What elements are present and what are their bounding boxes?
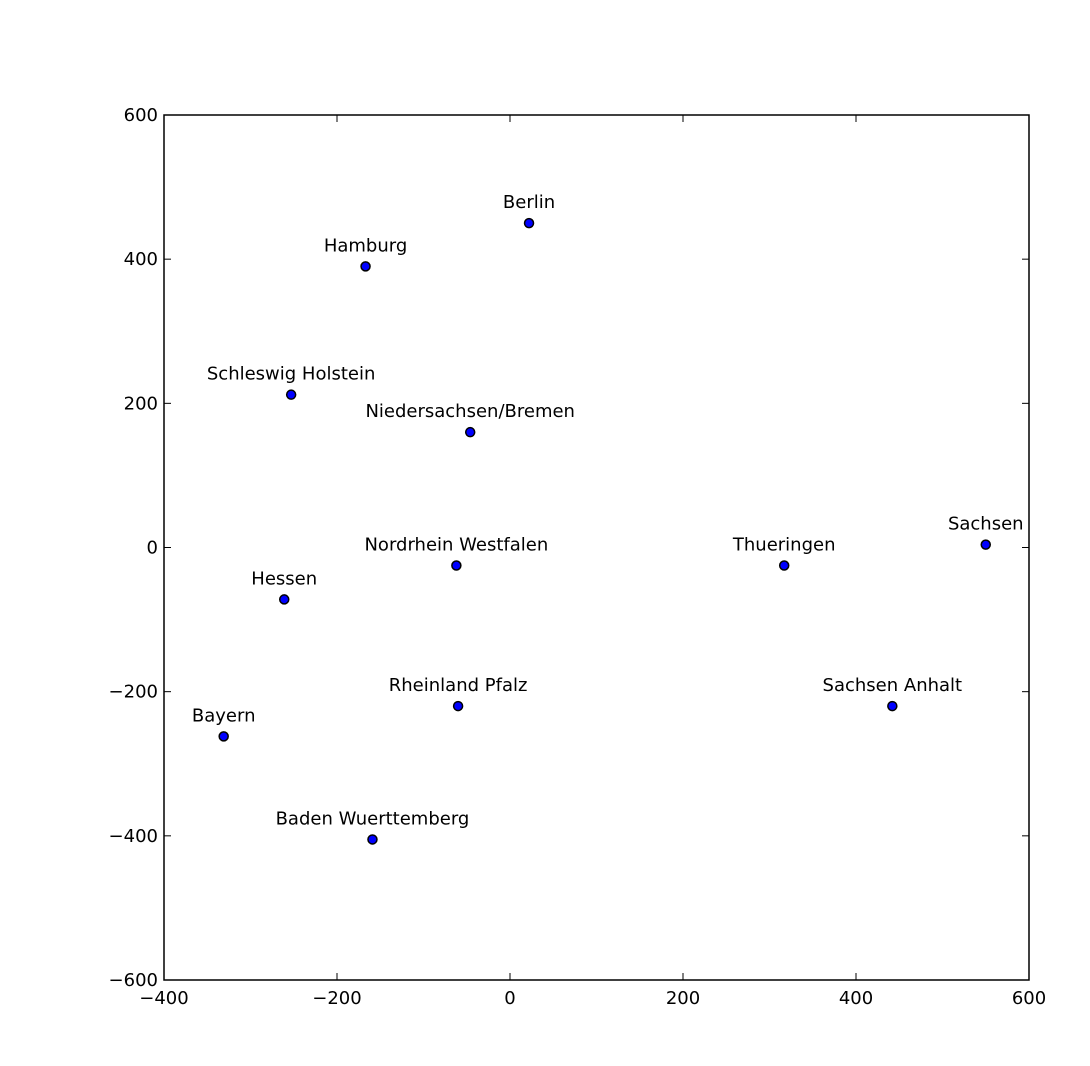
data-point-label: Sachsen [948, 514, 1024, 535]
data-point-marker [278, 594, 290, 605]
data-point-marker [360, 261, 371, 272]
data-point-marker [451, 560, 462, 571]
data-point-label: Rheinland Pfalz [389, 675, 528, 696]
data-point-marker [218, 731, 229, 742]
data-point-label: Niedersachsen/Bremen [365, 401, 575, 422]
data-point-marker [452, 700, 464, 712]
y-tick-label: −200 [109, 682, 158, 703]
data-point-label: Baden Wuerttemberg [276, 808, 470, 829]
points-layer: Berlin Hamburg Schleswig Holstein Niedersac… [192, 192, 1024, 845]
data-point-label: Bayern [192, 705, 256, 726]
x-tick-label: 600 [1012, 988, 1046, 1009]
plot-area-frame [163, 114, 1030, 981]
data-point-label: Hessen [251, 568, 317, 589]
data-point-marker [887, 700, 898, 712]
x-tick-label: 400 [839, 988, 873, 1009]
data-point-marker [778, 560, 790, 571]
data-point-label: Berlin [503, 192, 555, 213]
x-tick-label: −200 [312, 988, 361, 1009]
data-point-label: Thueringen [732, 535, 836, 556]
data-point-label: Hamburg [324, 235, 407, 256]
data-point-label: Schleswig Holstein [207, 364, 376, 385]
data-point-marker [285, 389, 297, 400]
y-tick-label: 200 [124, 393, 158, 414]
data-point-label: Sachsen Anhalt [823, 675, 963, 696]
data-point-marker [464, 426, 476, 438]
y-tick-label: 600 [124, 105, 158, 126]
y-tick-label: 0 [147, 538, 158, 559]
y-tick-label: −400 [109, 826, 158, 847]
data-point-marker [980, 539, 991, 550]
y-tick-label: 400 [124, 249, 158, 270]
x-tick-label: −400 [139, 988, 188, 1009]
x-tick-label: 0 [504, 988, 515, 1009]
data-point-label: Nordrhein Westfalen [364, 535, 548, 556]
y-tick-label: −600 [109, 970, 158, 991]
data-point-marker [523, 217, 535, 229]
data-point-marker [367, 834, 378, 845]
x-tick-label: 200 [666, 988, 700, 1009]
